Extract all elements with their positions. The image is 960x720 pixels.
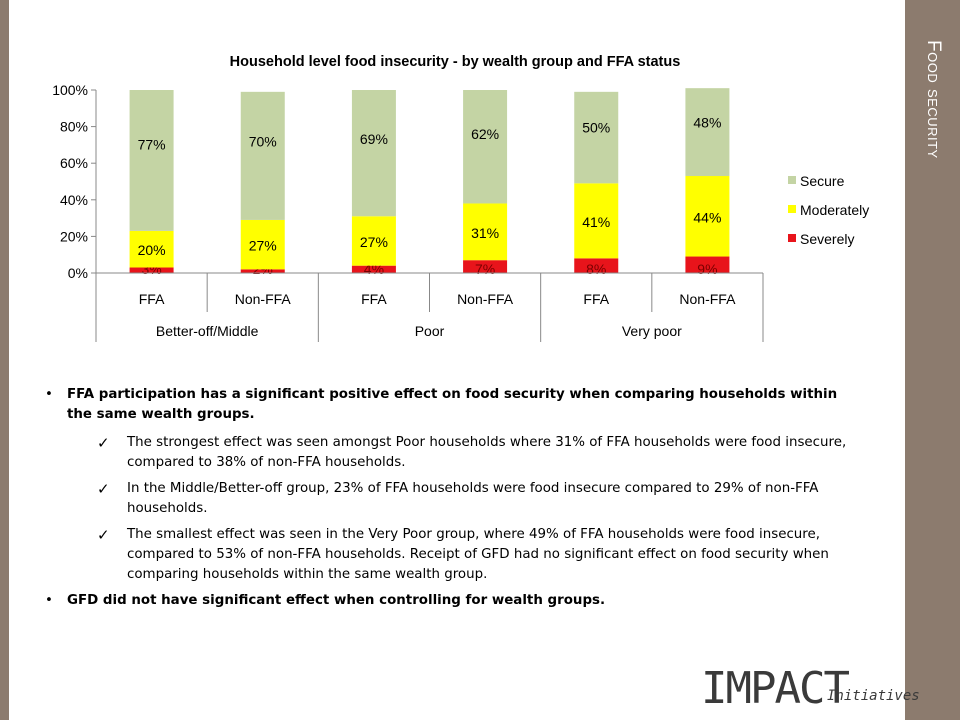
data-label: 48%: [693, 115, 721, 131]
sub-bullet-text: The strongest effect was seen amongst Po…: [127, 435, 847, 470]
data-label: 77%: [138, 137, 166, 153]
sub-bullet-item: ✓ In the Middle/Better-off group, 23% of …: [45, 479, 865, 519]
bar-segment-moderately: [685, 176, 730, 257]
legend-label: Severely: [800, 231, 854, 247]
bar-segment-secure: [463, 90, 508, 204]
data-label: 41%: [582, 214, 610, 230]
data-label: 27%: [249, 238, 277, 254]
bullet-item: • GFD did not have significant effect whe…: [45, 591, 865, 611]
logo-main-text: IMPACT: [701, 663, 850, 714]
bar-segment-moderately: [574, 183, 619, 259]
bar-segment-secure: [685, 88, 730, 177]
sub-bullet-text: In the Middle/Better-off group, 23% of F…: [127, 481, 819, 516]
data-label: 31%: [471, 225, 499, 241]
legend-swatch: [788, 234, 796, 242]
bar-segment-severely: [240, 269, 285, 273]
bar-segment-severely: [685, 256, 730, 273]
y-tick-label: 80%: [60, 119, 88, 135]
legend-label: Moderately: [800, 202, 869, 218]
data-label: 8%: [586, 261, 606, 277]
x-group-label: Better-off/Middle: [156, 323, 259, 339]
bar-segment-secure: [240, 91, 285, 220]
y-tick-label: 100%: [52, 82, 88, 98]
logo-sub-text: Initiatives: [827, 688, 920, 704]
bullet-dot-icon: •: [45, 593, 53, 608]
bar-segment-severely: [129, 267, 174, 273]
slide: Household level food insecurity - by wea…: [9, 0, 920, 720]
data-label: 44%: [693, 209, 721, 225]
bullet-text: FFA participation has a significant posi…: [67, 387, 838, 422]
x-category-label: FFA: [583, 291, 609, 307]
bullet-text: GFD did not have significant effect when…: [67, 593, 606, 608]
side-title-bar: Food security: [906, 0, 960, 720]
legend-swatch: [788, 205, 796, 213]
bar-segment-severely: [574, 258, 619, 273]
x-category-label: FFA: [139, 291, 165, 307]
sub-bullet-text: The smallest effect was seen in the Very…: [127, 527, 829, 582]
bullet-list: • FFA participation has a significant pos…: [45, 385, 865, 619]
x-category-label: Non-FFA: [679, 291, 736, 307]
data-label: 20%: [138, 242, 166, 258]
data-label: 62%: [471, 126, 499, 142]
legend-swatch: [788, 176, 796, 184]
chart-title: Household level food insecurity - by wea…: [230, 54, 681, 70]
checkmark-icon: ✓: [97, 526, 110, 544]
checkmark-icon: ✓: [97, 434, 110, 452]
bullet-item: • FFA participation has a significant pos…: [45, 385, 865, 425]
bar-segment-secure: [129, 90, 174, 231]
impact-initiatives-logo: IMPACT Initiatives: [701, 663, 920, 714]
data-label: 7%: [475, 261, 495, 277]
bar-segment-moderately: [129, 230, 174, 268]
bar-segment-severely: [351, 265, 396, 273]
bar-segment-secure: [574, 91, 619, 184]
y-tick-label: 60%: [60, 155, 88, 171]
y-tick-label: 0%: [68, 265, 88, 281]
y-tick-label: 40%: [60, 192, 88, 208]
bar-segment-severely: [463, 260, 508, 273]
x-category-label: FFA: [361, 291, 387, 307]
x-group-label: Very poor: [622, 323, 682, 339]
sub-bullet-item: ✓ The smallest effect was seen in the Ver…: [45, 525, 865, 585]
checkmark-icon: ✓: [97, 480, 110, 498]
data-label: 69%: [360, 131, 388, 147]
x-category-label: Non-FFA: [235, 291, 292, 307]
data-label: 27%: [360, 234, 388, 250]
bar-segment-moderately: [351, 216, 396, 266]
legend-label: Secure: [800, 173, 845, 189]
side-title: Food security: [922, 40, 944, 159]
y-tick-label: 20%: [60, 228, 88, 244]
data-label: 9%: [697, 261, 717, 277]
x-category-label: Non-FFA: [457, 291, 514, 307]
x-group-label: Poor: [415, 323, 445, 339]
stacked-bar-chart: Household level food insecurity - by wea…: [52, 54, 869, 342]
data-label: 70%: [249, 134, 277, 150]
bar-segment-moderately: [463, 203, 508, 261]
side-title-text: Food security: [923, 40, 944, 159]
sub-bullet-item: ✓ The strongest effect was seen amongst P…: [45, 433, 865, 473]
bullet-dot-icon: •: [45, 387, 53, 402]
bar-segment-moderately: [240, 219, 285, 270]
bar-segment-secure: [351, 90, 396, 217]
data-label: 50%: [582, 120, 610, 136]
